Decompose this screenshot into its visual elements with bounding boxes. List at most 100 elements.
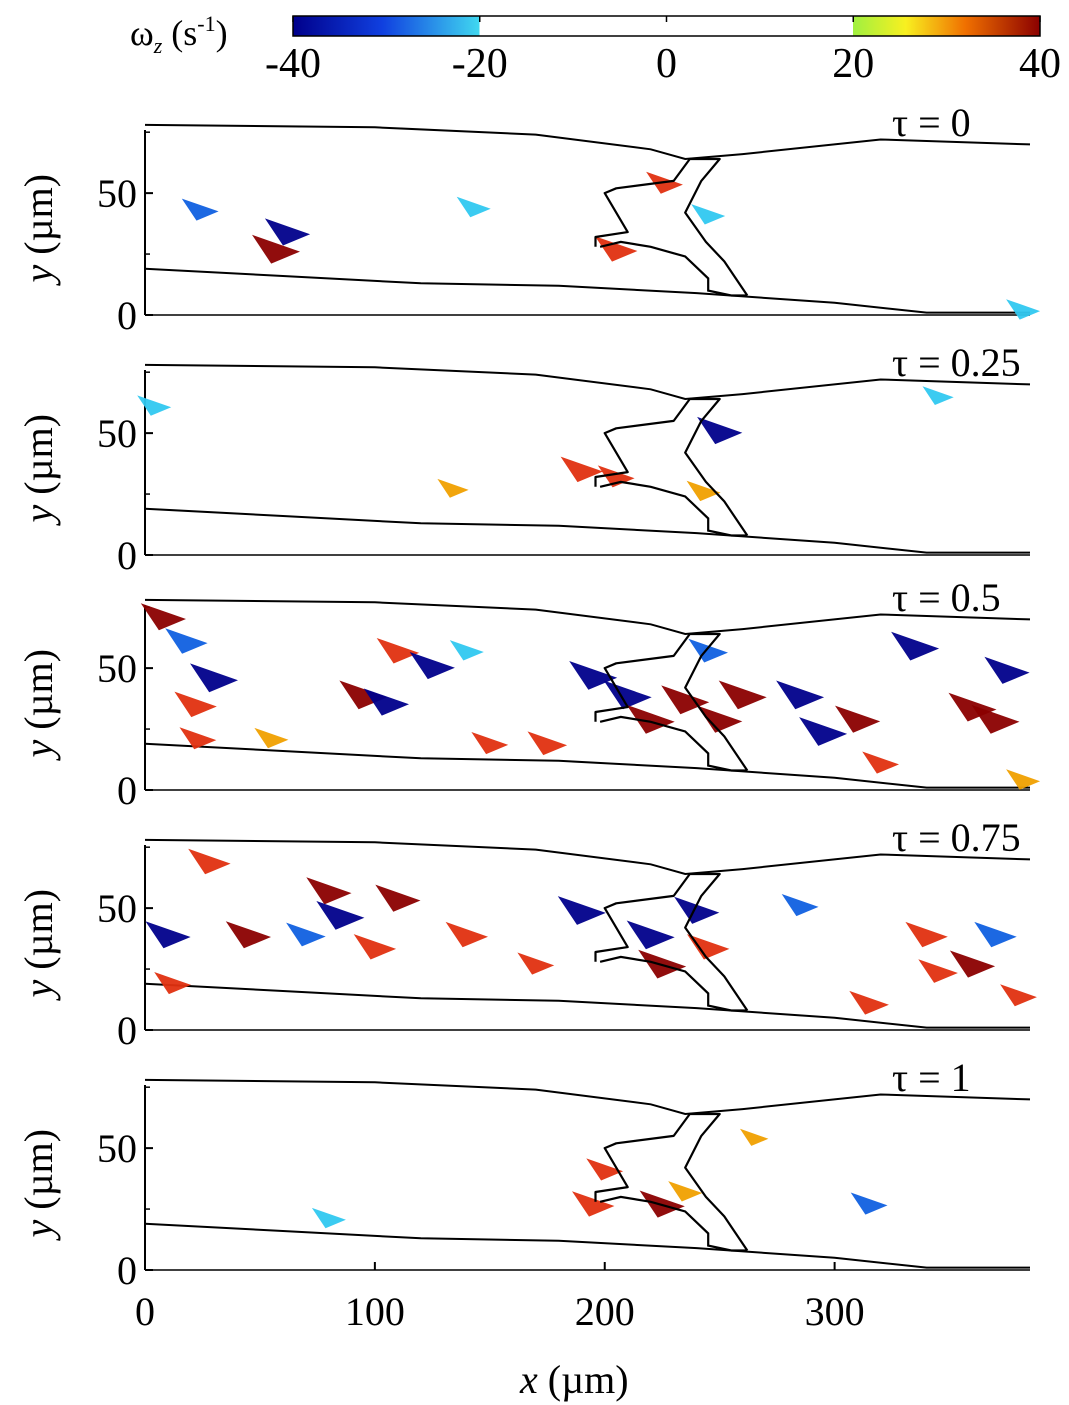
vorticity-patch: [137, 395, 172, 416]
vorticity-patch: [922, 386, 954, 405]
y-tick-label: 50: [97, 171, 137, 216]
y-tick-label: 50: [97, 411, 137, 456]
x-tick-label: 0: [135, 1289, 155, 1334]
panel: 0 50 y (µm) τ = 0.5: [16, 575, 1041, 813]
x-tick-label: 300: [805, 1289, 865, 1334]
x-tick-label: 200: [575, 1289, 635, 1334]
panel: 0 50 y (µm) τ = 1: [16, 1055, 1031, 1293]
channel-top-wall: [144, 598, 1031, 636]
vorticity-patch: [311, 1207, 346, 1229]
vorticity-patch: [984, 656, 1030, 684]
colorbar-tick-label: -40: [265, 41, 321, 87]
y-axis-title: y (µm): [16, 414, 61, 527]
vorticity-patch: [626, 920, 675, 950]
x-axis-title: x (µm): [519, 1357, 629, 1402]
panel: 0 50 y (µm) τ = 0.75: [16, 815, 1037, 1053]
channel-top-wall: [144, 838, 1031, 876]
channel-bottom-wall: [144, 507, 1030, 554]
tau-label: τ = 1: [892, 1055, 971, 1100]
panel: 0 50 y (µm) τ = 0.25: [16, 340, 1031, 578]
obstacle-outline-lower: [599, 955, 748, 1012]
channel-bottom-wall: [144, 742, 1030, 789]
y-tick-label: 50: [97, 1126, 137, 1171]
x-tick-label: 100: [345, 1289, 405, 1334]
vorticity-patch: [850, 1192, 888, 1215]
vorticity-patch: [661, 685, 710, 715]
tau-label: τ = 0.25: [892, 340, 1021, 385]
vorticity-patch: [154, 972, 191, 995]
vorticity-patch: [799, 717, 848, 746]
vorticity-patch: [254, 727, 289, 749]
vorticity-patch: [776, 680, 825, 710]
obstacle-outline: [594, 1112, 749, 1252]
vorticity-patch: [718, 680, 767, 710]
vorticity-patch: [375, 884, 421, 912]
vorticity-patch: [165, 628, 208, 654]
vorticity-patch: [174, 691, 217, 718]
vorticity-patch: [674, 896, 720, 924]
vorticity-patch: [353, 934, 397, 960]
channel-top-wall: [144, 123, 1031, 161]
vorticity-patch: [527, 731, 568, 756]
obstacle-outline-lower: [599, 240, 748, 297]
colorbar-tick-label: 40: [1019, 41, 1061, 87]
y-tick-label: 0: [117, 293, 137, 338]
vorticity-patch: [918, 959, 958, 983]
channel-bottom-wall: [144, 1222, 1030, 1269]
y-tick-label: 0: [117, 533, 137, 578]
y-axis-title: y (µm): [16, 889, 61, 1002]
vorticity-patch: [145, 921, 191, 949]
channel-top-wall: [144, 1078, 1031, 1116]
vorticity-patch: [1006, 299, 1041, 320]
vorticity-patch: [456, 196, 491, 218]
vorticity-patch: [949, 950, 996, 978]
y-axis-title: y (µm): [16, 649, 61, 762]
vorticity-patch: [140, 603, 186, 631]
vorticity-patch: [862, 751, 899, 774]
y-tick-label: 0: [117, 1008, 137, 1053]
vorticity-patch: [181, 198, 219, 221]
tau-label: τ = 0.75: [892, 815, 1021, 860]
channel-top-wall: [144, 363, 1031, 401]
colorbar-tick-label: 0: [656, 41, 677, 87]
colorbar-ticks: -40 -20 0 20 40: [265, 16, 1061, 87]
vorticity-patch: [586, 1158, 624, 1181]
vorticity-patch: [891, 631, 940, 661]
vorticity-patch: [190, 663, 238, 693]
vorticity-patch: [626, 704, 675, 734]
tau-label: τ = 0: [892, 100, 971, 145]
vorticity-patch: [264, 218, 311, 246]
vorticity-patch: [179, 727, 217, 750]
vorticity-patch: [697, 705, 743, 733]
obstacle-outline: [594, 872, 749, 1012]
colorbar: ωz (s-1) -40 -20 0 20 40: [130, 11, 1061, 87]
vorticity-patch: [445, 921, 488, 948]
vorticity-patch: [376, 638, 420, 664]
vorticity-patch: [1000, 984, 1037, 1007]
vorticity-patch: [316, 901, 365, 930]
vorticity-patch: [363, 688, 409, 716]
vorticity-patch: [971, 704, 1020, 734]
vorticity-patch: [835, 705, 881, 733]
obstacle-outline: [594, 397, 749, 537]
obstacle-outline-lower: [599, 480, 748, 537]
x-axis: 0 100 200 300: [135, 1262, 865, 1334]
y-tick-label: 0: [117, 1248, 137, 1293]
tau-label: τ = 0.5: [892, 575, 1001, 620]
channel-bottom-wall: [144, 982, 1030, 1029]
vorticity-patch: [306, 877, 352, 905]
channel-bottom-wall: [144, 267, 1030, 314]
obstacle-outline-lower: [599, 715, 748, 772]
y-tick-label: 50: [97, 646, 137, 691]
panels: 0 50 y (µm) τ = 0 0 50 y (µm) τ = 0.25 0 50 y (µm)…: [16, 100, 1041, 1293]
vorticity-patch: [252, 234, 300, 264]
y-axis-title: y (µm): [16, 1129, 61, 1242]
vorticity-patch: [188, 848, 231, 875]
colorbar-tick-label: 20: [832, 41, 874, 87]
vorticity-patch: [557, 896, 606, 925]
vorticity-patch: [471, 732, 509, 755]
vorticity-patch: [560, 456, 603, 483]
vorticity-patch: [449, 640, 484, 661]
y-tick-label: 0: [117, 768, 137, 813]
panel: 0 50 y (µm) τ = 0: [16, 100, 1041, 338]
